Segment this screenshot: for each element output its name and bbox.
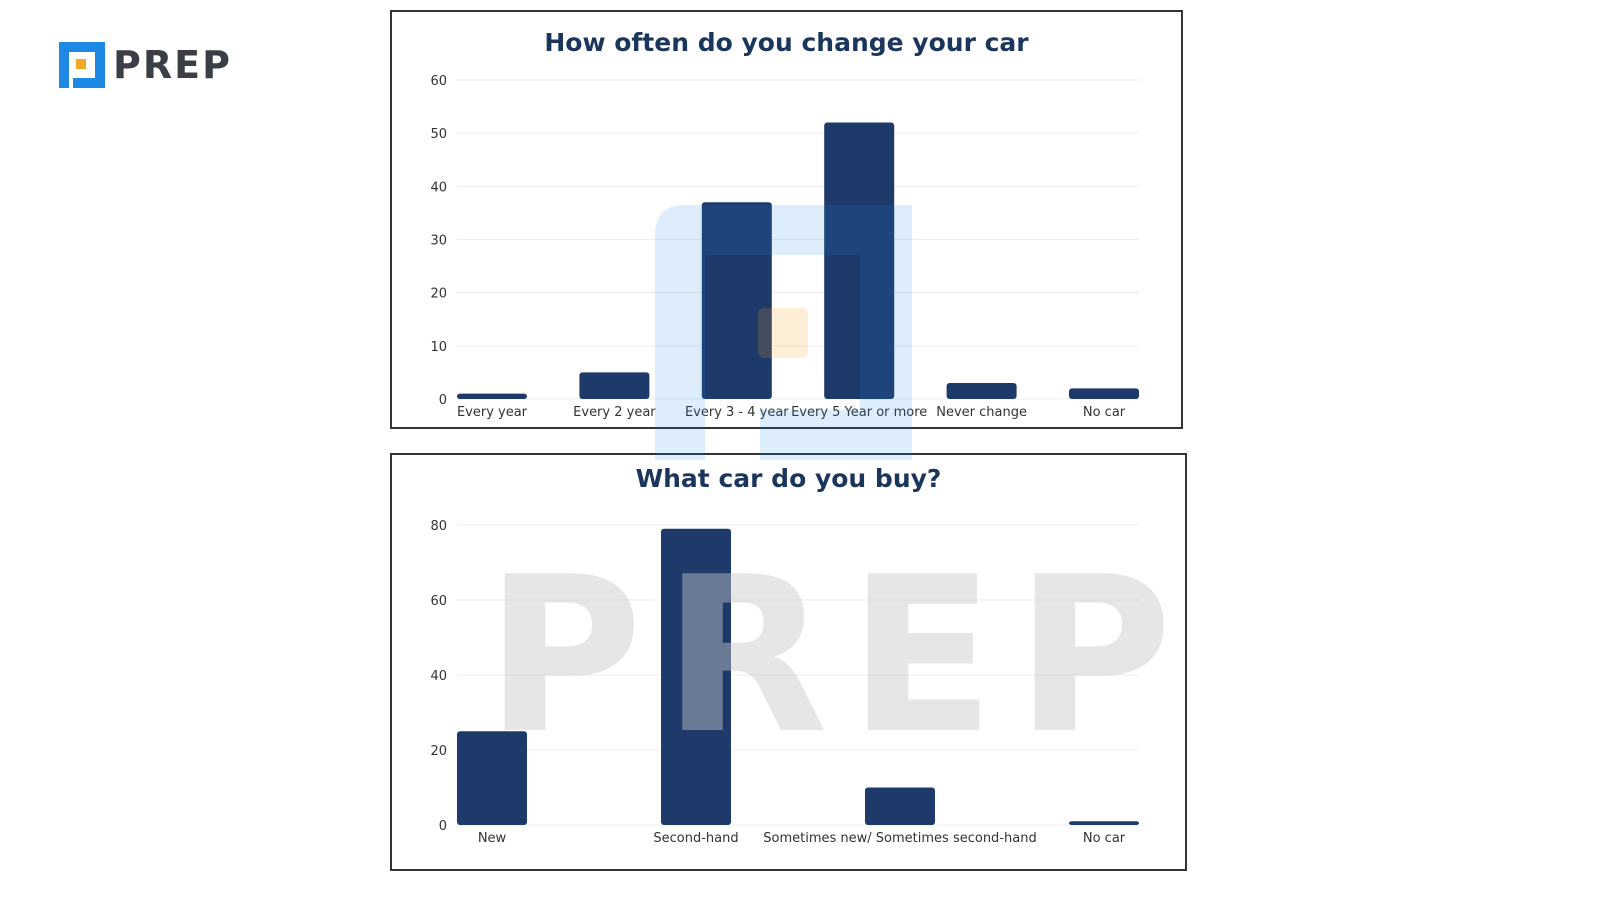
bar xyxy=(457,731,527,825)
bar xyxy=(865,787,935,825)
y-tick-label: 40 xyxy=(430,669,447,684)
bar xyxy=(1069,821,1139,825)
y-tick-label: 20 xyxy=(430,287,447,302)
bar xyxy=(946,383,1017,399)
chart-change-frequency: How often do you change your car 0 10 20 30… xyxy=(390,10,1183,429)
y-tick-label: 10 xyxy=(430,340,447,355)
y-tick-label: 30 xyxy=(430,234,447,249)
x-tick-label: Every year xyxy=(457,405,528,420)
y-tick-label: 0 xyxy=(439,393,447,408)
prep-logo-icon xyxy=(59,42,105,88)
chart-title: How often do you change your car xyxy=(544,28,1029,57)
bar xyxy=(579,372,650,399)
y-tick-label: 20 xyxy=(430,744,447,759)
x-tick-label: Every 2 year xyxy=(573,405,656,420)
y-tick-label: 0 xyxy=(439,819,447,834)
x-tick-label: No car xyxy=(1083,405,1126,420)
bar xyxy=(457,393,527,399)
y-tick-label: 40 xyxy=(430,180,447,195)
prep-logo: PREP xyxy=(59,42,232,88)
x-tick-label: Second-hand xyxy=(653,831,738,846)
x-tick-label: New xyxy=(478,831,507,846)
y-tick-label: 80 xyxy=(430,519,447,534)
chart-plot: 0 20 40 60 80 New Second-hand Sometimes new/ So… xyxy=(430,519,1139,846)
bar xyxy=(701,202,772,399)
x-tick-label: Every 5 Year or more xyxy=(791,405,927,420)
x-tick-label: Sometimes new/ Sometimes second-hand xyxy=(763,831,1036,846)
x-tick-label: No car xyxy=(1083,831,1126,846)
bar xyxy=(824,122,895,400)
chart-plot: 0 10 20 30 40 50 60 Every year Every 2 year Every… xyxy=(430,74,1139,420)
bar xyxy=(661,528,731,825)
y-tick-label: 60 xyxy=(430,594,447,609)
y-tick-label: 50 xyxy=(430,127,447,142)
bar xyxy=(1069,388,1139,399)
x-tick-label: Every 3 - 4 year xyxy=(685,405,789,420)
chart-car-type: What car do you buy? 0 20 40 60 80 New Second-… xyxy=(390,453,1187,871)
x-tick-label: Never change xyxy=(936,405,1027,420)
y-tick-label: 60 xyxy=(430,74,447,89)
chart-title: What car do you buy? xyxy=(635,464,942,493)
logo-text: PREP xyxy=(113,43,232,87)
